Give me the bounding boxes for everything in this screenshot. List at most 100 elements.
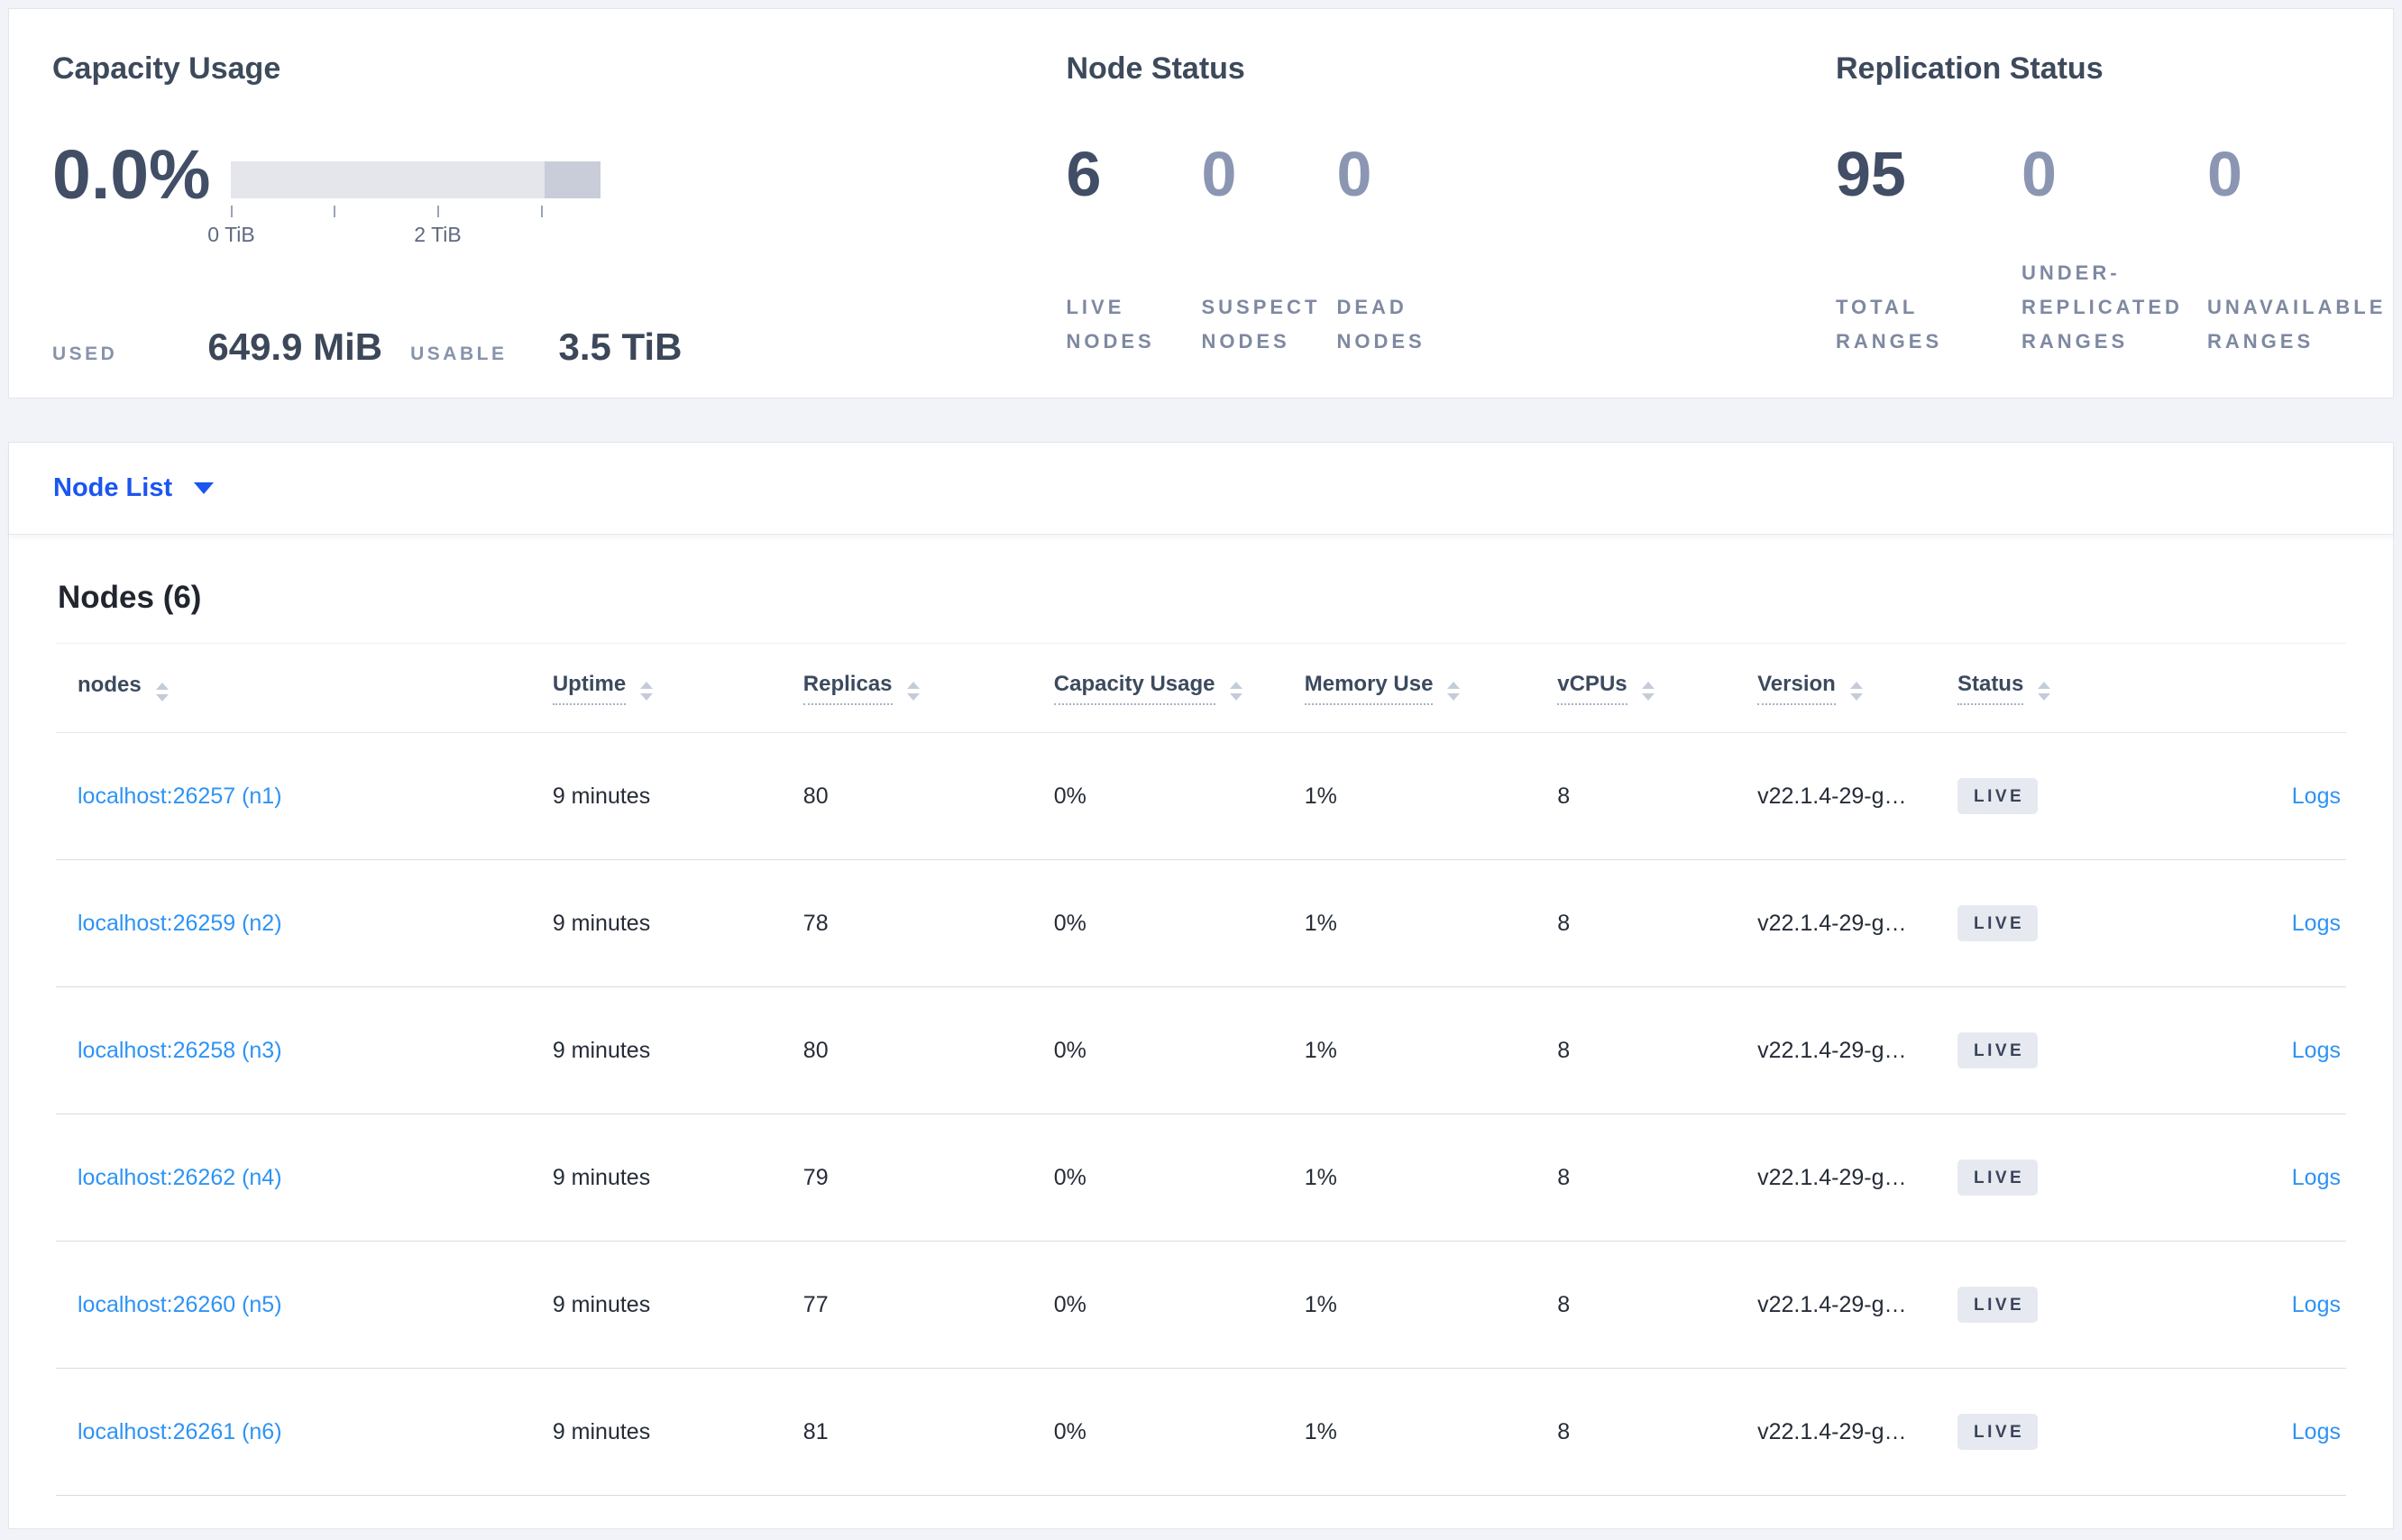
vcpus-cell: 8 — [1557, 859, 1758, 987]
column-header-replicas[interactable]: Replicas — [802, 643, 1054, 733]
table-row: localhost:26260 (n5) 9 minutes 77 0% 1% 8 v22.… — [56, 1241, 2346, 1369]
view-selector[interactable]: Node List — [53, 473, 173, 502]
column-header-logs — [2210, 643, 2346, 733]
version-cell: v22.1.4-29-g… — [1757, 859, 1957, 987]
sort-up-arrow-icon — [1641, 681, 1655, 689]
column-header-vcpus[interactable]: vCPUs — [1557, 643, 1758, 733]
sort-icon[interactable] — [906, 681, 920, 701]
logs-cell: Logs — [2210, 859, 2346, 987]
node-status-title: Node Status — [1066, 51, 1245, 86]
stat-column: 6 LIVE NODES — [1066, 142, 1201, 359]
logs-link[interactable]: Logs — [2291, 1291, 2341, 1317]
stat-label: UNAVAILABLE RANGES — [2207, 296, 2387, 353]
node-link[interactable]: localhost:26259 (n2) — [78, 910, 282, 936]
node-link[interactable]: localhost:26258 (n3) — [78, 1037, 282, 1063]
logs-cell: Logs — [2210, 732, 2346, 860]
node-cell: localhost:26262 (n4) — [56, 1114, 553, 1242]
memory-cell: 1% — [1304, 1114, 1558, 1242]
nodes-table-section: Nodes (6) nodes Uptime Replicas Capacity Us… — [9, 580, 2393, 1496]
uptime-cell: 9 minutes — [552, 859, 803, 987]
logs-link[interactable]: Logs — [2291, 1037, 2341, 1063]
memory-cell: 1% — [1304, 1241, 1558, 1369]
summary-card: Capacity Usage 0.0% 0 TiB 2 TiB — [8, 8, 2394, 399]
capacity-cell: 0% — [1053, 1114, 1305, 1242]
sort-icon[interactable] — [1641, 681, 1655, 701]
node-link[interactable]: localhost:26257 (n1) — [78, 783, 282, 809]
node-cell: localhost:26260 (n5) — [56, 1241, 553, 1369]
stat-label: UNDER-REPLICATED RANGES — [2022, 261, 2183, 353]
view-selector-bar: Node List — [9, 443, 2393, 535]
stat-column: 0 UNAVAILABLE RANGES — [2207, 142, 2393, 359]
stat-label: TOTAL RANGES — [1836, 296, 1943, 353]
sort-up-arrow-icon — [906, 681, 920, 689]
replication-status-panel: Replication Status 95 TOTAL RANGES 0 UNDER-… — [1836, 9, 2393, 398]
status-cell: LIVE — [1957, 1241, 2211, 1369]
version-cell: v22.1.4-29-g… — [1757, 1114, 1957, 1242]
logs-link[interactable]: Logs — [2291, 910, 2341, 936]
capacity-bar-chart: 0 TiB 2 TiB — [207, 161, 600, 248]
nodes-table-body: localhost:26257 (n1) 9 minutes 80 0% 1% 8 v22.… — [56, 732, 2346, 1496]
version-cell: v22.1.4-29-g… — [1757, 732, 1957, 860]
table-row: localhost:26259 (n2) 9 minutes 78 0% 1% 8 v22.… — [56, 859, 2346, 987]
sort-down-arrow-icon — [1849, 692, 1863, 701]
axis-tick — [230, 206, 233, 217]
node-link[interactable]: localhost:26261 (n6) — [78, 1418, 282, 1444]
status-badge: LIVE — [1957, 1160, 2039, 1196]
column-header-memory[interactable]: Memory Use — [1304, 643, 1558, 733]
stat-column: 0 SUSPECT NODES — [1201, 142, 1336, 359]
nodes-table-title: Nodes (6) — [58, 580, 202, 615]
logs-link[interactable]: Logs — [2291, 1164, 2341, 1190]
node-link[interactable]: localhost:26262 (n4) — [78, 1164, 282, 1190]
node-cell: localhost:26257 (n1) — [56, 732, 553, 860]
capacity-cell: 0% — [1053, 986, 1305, 1114]
sort-icon[interactable] — [1447, 681, 1461, 701]
replicas-cell: 78 — [802, 859, 1054, 987]
sort-icon[interactable] — [1229, 681, 1242, 701]
memory-cell: 1% — [1304, 732, 1558, 860]
table-row: localhost:26257 (n1) 9 minutes 80 0% 1% 8 v22.… — [56, 732, 2346, 860]
uptime-cell: 9 minutes — [552, 986, 803, 1114]
replicas-cell: 79 — [802, 1114, 1054, 1242]
caret-down-icon[interactable] — [194, 482, 215, 494]
status-badge: LIVE — [1957, 1287, 2039, 1323]
sort-up-arrow-icon — [1229, 681, 1242, 689]
stat-value: 0 — [1201, 139, 1237, 209]
column-header-status[interactable]: Status — [1957, 643, 2211, 733]
sort-icon[interactable] — [2038, 681, 2051, 701]
usable-label: USABLE — [410, 344, 508, 364]
column-header-capacity[interactable]: Capacity Usage — [1053, 643, 1305, 733]
sort-up-arrow-icon — [1447, 681, 1461, 689]
capacity-axis-ticks — [230, 206, 600, 217]
column-header-node[interactable]: nodes — [56, 643, 553, 733]
uptime-cell: 9 minutes — [552, 1241, 803, 1369]
sort-up-arrow-icon — [155, 682, 169, 690]
column-header-uptime[interactable]: Uptime — [552, 643, 803, 733]
sort-icon[interactable] — [1849, 681, 1863, 701]
table-header-row: nodes Uptime Replicas Capacity Usage Memory … — [56, 643, 2346, 733]
sort-icon[interactable] — [640, 681, 654, 701]
status-badge: LIVE — [1957, 1032, 2039, 1068]
capacity-bar-track — [230, 161, 600, 198]
node-status-panel: Node Status 6 LIVE NODES 0 SUSPECT NODES 0 DE… — [1066, 9, 1836, 398]
logs-link[interactable]: Logs — [2291, 783, 2341, 809]
logs-link[interactable]: Logs — [2291, 1418, 2341, 1444]
sort-down-arrow-icon — [1447, 692, 1461, 701]
uptime-cell: 9 minutes — [552, 1368, 803, 1496]
version-cell: v22.1.4-29-g… — [1757, 1368, 1957, 1496]
status-cell: LIVE — [1957, 1368, 2211, 1496]
stat-value: 0 — [2207, 139, 2242, 209]
status-cell: LIVE — [1957, 1114, 2211, 1242]
sort-icon[interactable] — [155, 682, 169, 701]
uptime-cell: 9 minutes — [552, 732, 803, 860]
column-header-label: Version — [1757, 672, 1836, 705]
capacity-axis-labels: 0 TiB 2 TiB — [207, 223, 600, 248]
node-link[interactable]: localhost:26260 (n5) — [78, 1291, 282, 1317]
logs-cell: Logs — [2210, 1368, 2346, 1496]
column-header-version[interactable]: Version — [1757, 643, 1957, 733]
capacity-cell: 0% — [1053, 1241, 1305, 1369]
axis-tick — [436, 206, 439, 217]
vcpus-cell: 8 — [1557, 1241, 1758, 1369]
used-value: 649.9 MiB — [207, 325, 383, 368]
axis-tick-label: 0 TiB — [207, 223, 255, 246]
stat-value: 6 — [1066, 139, 1102, 209]
